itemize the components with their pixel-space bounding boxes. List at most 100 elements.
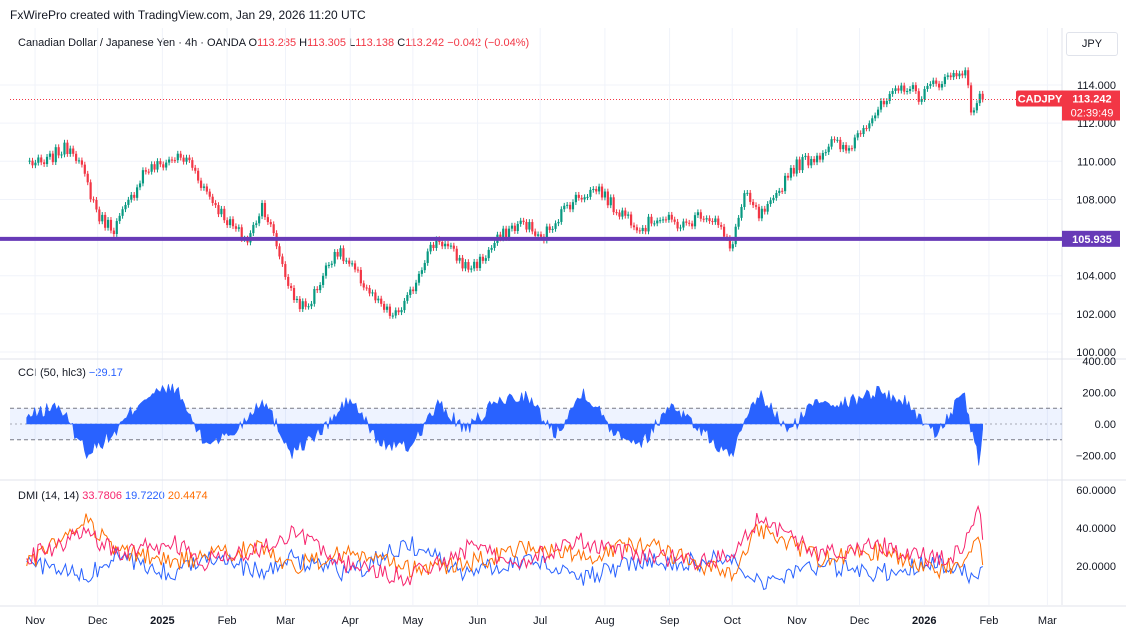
candle-body <box>351 263 354 265</box>
symbol-name[interactable]: Canadian Dollar / Japanese Yen · 4h · OA… <box>18 37 246 49</box>
candle-body <box>412 289 415 292</box>
candle-body <box>269 222 272 225</box>
candle-body <box>923 88 926 100</box>
candle-body <box>632 225 636 228</box>
candle-body <box>336 251 339 257</box>
candle-body <box>571 202 575 210</box>
x-tick-label: Sep <box>660 615 680 627</box>
dmi-pane[interactable] <box>26 504 984 591</box>
candle-body <box>383 303 386 310</box>
candle-body <box>667 214 670 220</box>
candle-body <box>330 263 333 265</box>
cci-pane[interactable] <box>10 383 1062 466</box>
candle-body <box>37 157 40 163</box>
candle-body <box>879 100 883 110</box>
y-tick-label: 112.000 <box>1077 118 1116 130</box>
x-tick-label: Nov <box>25 615 45 627</box>
close-label: C <box>397 37 406 49</box>
y-tick-label: 104.000 <box>1076 271 1116 283</box>
candle-body <box>903 85 906 92</box>
currency-button[interactable]: JPY <box>1066 32 1118 56</box>
x-tick-label: Dec <box>88 615 108 627</box>
candle-body <box>708 218 711 222</box>
candle-body <box>618 212 621 217</box>
candle-body <box>807 155 810 166</box>
candle-body <box>136 187 139 198</box>
candle-body <box>156 161 159 170</box>
candle-body <box>258 216 261 224</box>
candle-body <box>423 262 426 271</box>
candle-body <box>827 146 830 153</box>
candle-body <box>153 164 156 170</box>
candle-body <box>89 182 92 200</box>
candle-body <box>40 157 43 163</box>
candle-body <box>66 142 69 154</box>
candle-body <box>435 239 438 248</box>
candle-body <box>743 193 746 208</box>
dmi-minus-value: 19.7220 <box>125 490 165 502</box>
candle-body <box>897 88 900 91</box>
candle-body <box>141 170 145 184</box>
y-tick-label: 100.000 <box>1076 347 1116 359</box>
candle-body <box>772 197 775 201</box>
price-pane[interactable] <box>0 67 1062 319</box>
candle-body <box>464 262 467 269</box>
candle-body <box>937 83 941 88</box>
candle-body <box>577 194 580 198</box>
candle-body <box>133 194 136 198</box>
candle-body <box>176 153 179 161</box>
candle-body <box>795 159 798 174</box>
candle-body <box>130 194 133 200</box>
candle-body <box>359 269 362 284</box>
candle-body <box>932 80 935 85</box>
candle-body <box>659 220 662 222</box>
candle-body <box>304 301 307 307</box>
candle-body <box>778 190 781 193</box>
x-tick-label: Feb <box>218 615 237 627</box>
candle-body <box>226 220 229 226</box>
candle-body <box>627 214 630 216</box>
candle-body <box>467 262 470 270</box>
x-tick-label: May <box>402 615 423 627</box>
x-tick-label: Mar <box>1038 615 1057 627</box>
candle-body <box>946 75 949 77</box>
cci-tick-label: 400.00 <box>1082 356 1116 368</box>
close-value: 113.242 <box>405 37 445 49</box>
candle-body <box>629 214 633 226</box>
candle-body <box>705 218 708 220</box>
candle-body <box>853 137 856 149</box>
candle-body <box>952 72 955 78</box>
candle-body <box>348 260 351 264</box>
candle-body <box>432 244 435 248</box>
candle-body <box>679 227 682 229</box>
cci-tick-label: −200.00 <box>1076 451 1116 463</box>
pane-dividers <box>0 28 1126 607</box>
candle-body <box>548 226 551 231</box>
candle-body <box>473 261 476 269</box>
candle-body <box>775 192 778 198</box>
candle-body <box>319 284 322 291</box>
candle-body <box>388 306 392 316</box>
candle-body <box>638 230 641 232</box>
candle-body <box>961 73 964 76</box>
candle-body <box>444 243 447 247</box>
price-tag-box <box>1062 90 1120 121</box>
candle-body <box>528 222 531 230</box>
candle-body <box>752 201 755 206</box>
candle-body <box>426 251 429 263</box>
candle-body <box>475 261 479 269</box>
candle-body <box>429 244 432 252</box>
candle-body <box>144 170 147 172</box>
candle-body <box>749 192 752 202</box>
dmi-legend[interactable]: DMI (14, 14) 33.7806 19.7220 20.4474 <box>18 490 208 502</box>
dmi-plus-line <box>26 504 984 587</box>
candle-body <box>83 164 86 174</box>
candle-body <box>653 223 656 225</box>
candle-body <box>868 123 871 129</box>
candle-body <box>211 196 214 204</box>
candle-body <box>324 265 328 276</box>
candle-body <box>493 243 496 248</box>
candle-body <box>377 298 380 301</box>
candle-body <box>104 214 107 228</box>
